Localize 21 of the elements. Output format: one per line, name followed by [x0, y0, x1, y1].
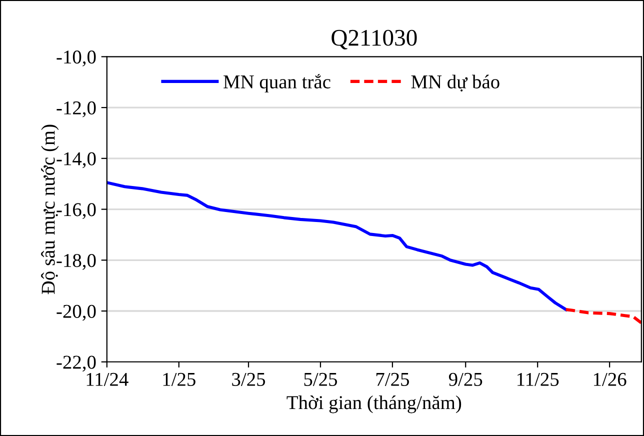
y-tick-label: -18,0	[56, 254, 96, 270]
y-tick-label: -10,0	[56, 50, 96, 66]
x-tick-label: 1/26	[594, 372, 626, 386]
line-series	[106, 181, 568, 312]
x-axis-title: Thời gian (tháng/năm)	[286, 395, 462, 414]
legend-label: MN quan trắc	[224, 74, 330, 92]
x-tick-label: 11/24	[86, 372, 128, 386]
y-tick-label: -14,0	[56, 152, 96, 168]
x-tick-label: 9/25	[448, 372, 482, 386]
line-series	[564, 308, 642, 324]
legend-label: MN dự báo	[411, 74, 500, 92]
x-tick-label: 5/25	[304, 372, 337, 386]
y-tick-label: -20,0	[56, 304, 96, 321]
x-tick-label: 3/25	[232, 372, 266, 386]
x-tick-label: 7/25	[376, 372, 409, 386]
y-tick-label: -22,0	[56, 356, 96, 372]
chart-title: Q211030	[332, 30, 417, 50]
x-tick-label: 1/25	[163, 372, 196, 386]
y-tick-label: -12,0	[56, 101, 96, 118]
x-tick-label: 11/25	[518, 372, 559, 386]
y-tick-label: -16,0	[56, 203, 96, 220]
